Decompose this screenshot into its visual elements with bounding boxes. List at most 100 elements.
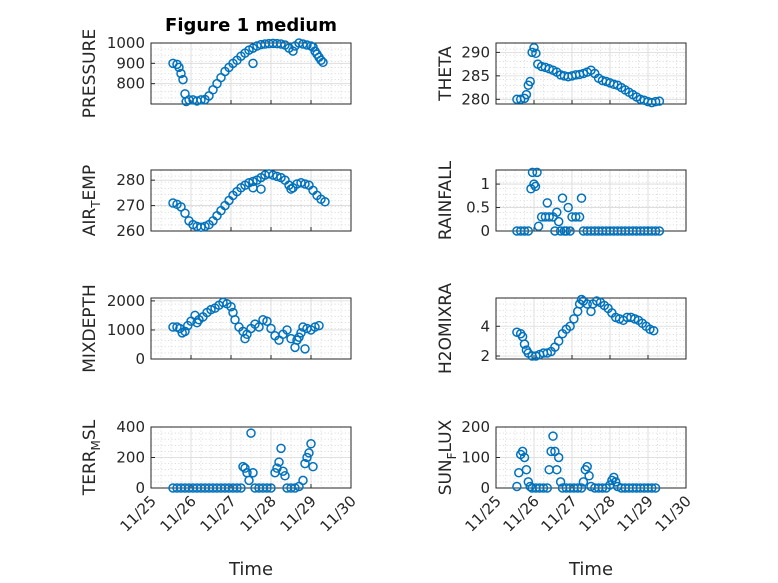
data-point: [654, 96, 665, 106]
x-tick-label: 11/26: [157, 492, 200, 535]
data-point: [530, 181, 541, 192]
data-point: [550, 226, 560, 236]
y-tick-label: 2000: [107, 292, 145, 310]
y-axis-label: H2OMIXRA: [436, 283, 456, 374]
data-point: [521, 89, 532, 100]
data-point: [521, 464, 532, 475]
y-axis-label-subscript: T: [89, 200, 103, 209]
y-axis-label: RAINFALL: [436, 160, 456, 240]
y-axis-label-tail: EMP: [80, 165, 100, 201]
figure-title: Figure 1 medium: [165, 15, 337, 36]
y-axis-label-main: PRESSURE: [80, 29, 100, 118]
data-point: [650, 96, 661, 107]
y-tick-label: 900: [116, 54, 145, 72]
y-axis-label: THETA: [436, 46, 456, 102]
data-point: [296, 328, 306, 338]
data-point: [236, 483, 246, 493]
y-axis-label-tail: LUX: [436, 419, 456, 452]
data-point: [240, 333, 250, 344]
data-point: [557, 193, 568, 203]
data-point: [278, 466, 288, 476]
y-axis-label-main: H2OMIXRA: [436, 283, 456, 374]
data-point: [288, 46, 298, 56]
data-point: [254, 322, 264, 332]
data-point: [519, 226, 530, 236]
axes-theta: 280 285 290 THETA: [436, 42, 687, 108]
x-axis-label: Time: [228, 559, 273, 580]
data-point: [274, 457, 284, 467]
x-tick-label: 11/29: [614, 492, 657, 535]
axes-mixdepth: 0 1000 2000 MIXDEPTH: [80, 284, 352, 373]
data-point: [578, 477, 589, 487]
data-point: [248, 58, 258, 69]
data-point: [576, 294, 587, 305]
data-point: [648, 325, 659, 336]
data-point: [538, 483, 549, 493]
data-point: [531, 48, 541, 59]
y-tick-label: 280: [461, 90, 490, 108]
data-point: [300, 458, 310, 469]
data-point: [244, 475, 254, 486]
y-tick-label: 0: [135, 479, 145, 497]
y-tick-label: 290: [461, 43, 490, 61]
data-point: [650, 483, 661, 493]
data-point: [302, 40, 312, 50]
y-axis-label-subscript: M: [89, 440, 103, 450]
data-point: [168, 322, 178, 332]
x-tick-label: 11/30: [652, 492, 695, 535]
data-point: [320, 197, 330, 207]
y-tick-label: 1000: [107, 321, 145, 339]
data-point: [546, 446, 556, 457]
data-point: [572, 483, 583, 493]
data-point: [553, 336, 564, 346]
data-point: [306, 439, 316, 449]
x-tick-label: 11/26: [500, 492, 543, 535]
axes-frame: [150, 297, 352, 360]
data-point: [582, 299, 592, 309]
axes-air-temp: 260 270 280 AIRTEMP: [80, 165, 352, 240]
data-point: [276, 39, 286, 49]
data-point: [654, 226, 665, 236]
axes-frame: [150, 42, 352, 105]
data-point: [565, 321, 575, 332]
y-axis-label: AIRTEMP: [80, 165, 103, 236]
data-point: [523, 226, 534, 236]
y-tick-label: 285: [461, 67, 490, 85]
data-point: [286, 184, 296, 194]
data-point: [280, 471, 290, 481]
data-point: [533, 221, 544, 232]
data-point: [552, 464, 562, 475]
data-point: [266, 323, 276, 334]
data-point: [609, 79, 619, 90]
y-axis-label: TERRMSL: [80, 419, 103, 496]
data-point: [176, 68, 186, 79]
data-point: [569, 314, 579, 324]
data-point: [226, 301, 236, 312]
data-point: [525, 481, 535, 492]
data-point: [555, 226, 566, 236]
y-tick-label: 280: [116, 171, 145, 189]
y-tick-label: 0: [135, 350, 145, 368]
data-point: [542, 198, 553, 208]
data-point: [262, 316, 272, 326]
data-point: [548, 431, 558, 441]
data-point: [526, 184, 536, 194]
axes-pressure: 800 900 1000 PRESSURE: [80, 29, 352, 118]
data-point: [304, 448, 314, 458]
axes-h2omixra: 2 4 H2OMIXRA: [436, 283, 687, 374]
data-point: [240, 463, 250, 473]
data-point: [168, 198, 178, 208]
data-point: [515, 94, 526, 105]
data-point: [576, 193, 587, 203]
data-point: [314, 320, 324, 331]
y-axis-label-main: MIXDEPTH: [80, 284, 100, 373]
data-point: [525, 76, 535, 87]
data-point: [300, 344, 310, 354]
y-axis-label-main: TERR: [80, 450, 100, 496]
data-point: [248, 468, 258, 478]
x-tick-label: 11/28: [237, 492, 280, 535]
axes-rainfall: 0 0.5 1 RAINFALL: [436, 160, 687, 240]
data-point: [576, 483, 587, 493]
data-point: [266, 483, 276, 493]
